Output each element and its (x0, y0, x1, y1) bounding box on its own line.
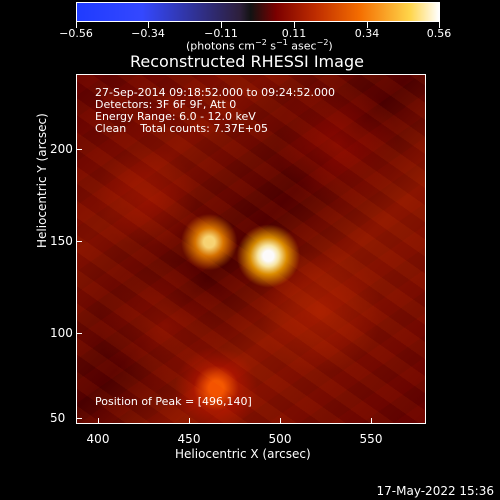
x-tick-label: 400 (86, 432, 110, 446)
colorbar-tick-label: 0.11 (281, 27, 307, 40)
units-mid: s (266, 39, 277, 53)
timestamp: 17-May-2022 15:36 (376, 484, 494, 498)
peak-position-text: Position of Peak = [496,140] (95, 395, 252, 408)
clean-counts-line: Clean Total counts: 7.37E+05 (95, 122, 269, 135)
y-tick-label: 150 (50, 234, 73, 248)
time-range: 27-Sep-2014 09:18:52.000 to 09:24:52.000 (95, 86, 335, 99)
y-tick-label: 50 (50, 411, 66, 425)
y-axis-tick (76, 241, 82, 242)
y-tick-label: 200 (50, 142, 73, 156)
x-axis-tick (98, 418, 99, 424)
units-exponent: −2 (254, 38, 267, 47)
units-suffix: ) (328, 39, 333, 53)
colorbar-tick-label: −0.34 (131, 27, 165, 40)
y-axis-tick (76, 333, 82, 334)
colorbar-tick (367, 22, 368, 28)
x-tick-label: 500 (268, 432, 292, 446)
units-exponent: −2 (316, 38, 329, 47)
color-bar (76, 2, 440, 22)
colorbar-tick (221, 22, 222, 28)
detectors-line: Detectors: 3F 6F 9F, Att 0 (95, 98, 237, 111)
x-tick-label: 450 (177, 432, 201, 446)
image-annotations: 27-Sep-2014 09:18:52.000 to 09:24:52.000… (95, 87, 335, 135)
x-axis-tick (280, 418, 281, 424)
y-axis-tick (76, 418, 82, 419)
colorbar-tick-label: 0.34 (354, 27, 380, 40)
colorbar-max-label: 0.56 (426, 27, 452, 40)
y-axis-label: Heliocentric Y (arcsec) (35, 113, 49, 248)
colorbar-min-label: −0.56 (59, 27, 93, 40)
energy-range-line: Energy Range: 6.0 - 12.0 keV (95, 110, 256, 123)
colorbar-tick (76, 22, 77, 28)
colorbar-tick (294, 22, 295, 28)
y-tick-label: 100 (50, 326, 73, 340)
colorbar-tick-label: −0.11 (204, 27, 238, 40)
colorbar-tick (148, 22, 149, 28)
y-axis-tick (76, 149, 82, 150)
x-axis-label: Heliocentric X (arcsec) (175, 447, 311, 461)
x-axis-tick (189, 418, 190, 424)
units-prefix: (photons cm (186, 39, 255, 53)
units-mid: asec (287, 39, 317, 53)
plot-title: Reconstructed RHESSI Image (130, 52, 364, 71)
x-axis-tick (371, 418, 372, 424)
units-exponent: −1 (276, 38, 288, 47)
rhessi-image-plot: 27-Sep-2014 09:18:52.000 to 09:24:52.000… (76, 74, 426, 424)
x-tick-label: 550 (359, 432, 383, 446)
colorbar-tick (439, 22, 440, 28)
colorbar-units: (photons cm−2 s−1 asec−2) (186, 38, 333, 53)
